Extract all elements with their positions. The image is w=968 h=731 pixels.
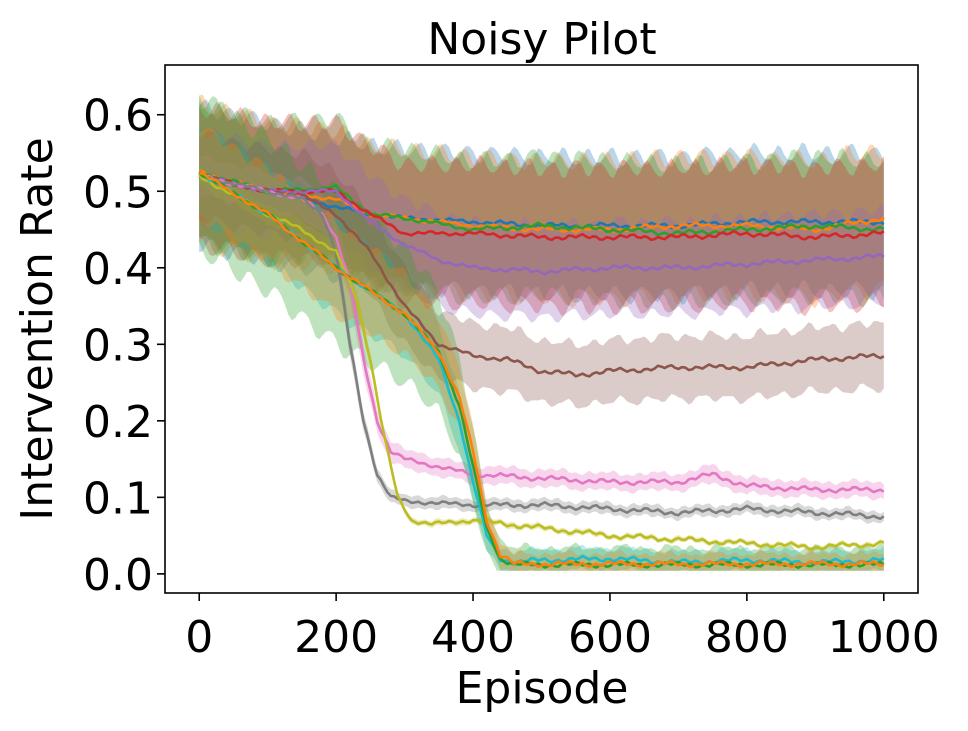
series-band-10 [199,125,884,571]
x-axis-ticks: 0 200 400 600 800 1000 [185,593,940,663]
series-line-12 [199,172,885,569]
confidence-bands [199,94,884,571]
y-tick-label: 0.5 [83,167,153,218]
x-tick-label: 600 [568,612,652,663]
series-band-5 [199,127,884,323]
series-line-2 [199,169,885,234]
y-axis-ticks: 0.0 0.1 0.2 0.3 0.4 0.5 0.6 [83,91,165,601]
y-tick-label: 0.0 [83,550,153,601]
y-axis-label: Intervention Rate [12,137,63,520]
plot-frame [164,64,919,594]
y-tick-label: 0.1 [83,473,153,524]
series-line-8 [198,173,885,520]
series-band-3 [199,95,884,311]
y-tick-label: 0.4 [83,244,153,295]
series-band-12 [199,127,884,571]
series-band-4 [199,102,884,317]
series-line-9 [198,174,885,551]
x-tick-label: 1000 [828,612,940,663]
series-lines [198,169,885,569]
series-line-7 [198,173,885,494]
y-tick-label: 0.6 [83,91,153,142]
x-tick-label: 0 [185,612,213,663]
x-tick-label: 800 [705,612,789,663]
series-band-2 [199,94,884,309]
x-tick-label: 200 [294,612,378,663]
series-line-5 [198,175,885,276]
x-axis-label: Episode [456,663,629,714]
y-tick-label: 0.2 [83,397,153,448]
chart-title: Noisy Pilot [427,14,656,65]
series-line-6 [198,174,885,378]
x-tick-label: 400 [431,612,515,663]
series-band-11 [199,96,884,571]
y-tick-label: 0.3 [83,320,153,371]
series-band-6 [199,131,884,409]
